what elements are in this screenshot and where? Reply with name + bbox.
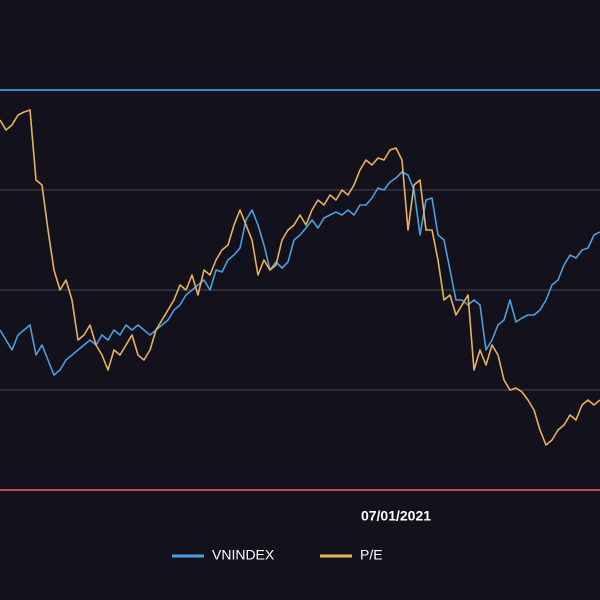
- legend-label: VNINDEX: [212, 547, 275, 563]
- series-line: [0, 171, 600, 376]
- legend-label: P/E: [360, 547, 383, 563]
- x-tick-label: 07/01/2021: [361, 508, 431, 524]
- series-line: [0, 109, 600, 446]
